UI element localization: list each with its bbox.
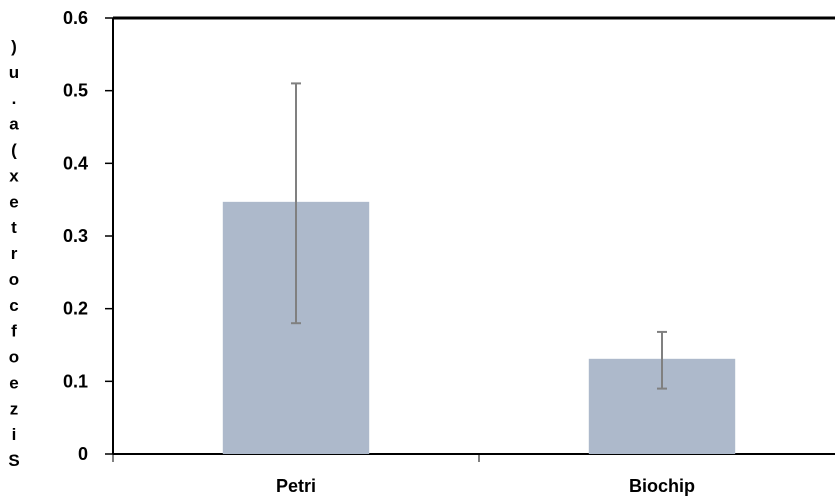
y-axis-label-glyph: i — [12, 425, 17, 444]
y-tick-label: 0.4 — [63, 153, 88, 173]
x-tick-label: Biochip — [629, 476, 695, 496]
error-bars — [291, 82, 667, 390]
y-tick-label: 0.1 — [63, 371, 88, 391]
y-axis-label-glyph: ) — [11, 37, 17, 56]
y-axis-label-glyph: o — [9, 270, 19, 289]
y-axis-label-glyph: e — [9, 373, 18, 392]
y-tick-label: 0.5 — [63, 81, 88, 101]
y-tick-label: 0 — [78, 444, 88, 464]
y-axis-label-glyph: . — [12, 89, 17, 108]
y-ticks: 0 0.1 0.2 0.3 0.4 0.5 0.6 — [63, 8, 113, 464]
y-axis-label-glyph: f — [11, 322, 17, 341]
y-axis-label-glyph: x — [9, 166, 19, 185]
x-tick-label: Petri — [276, 476, 316, 496]
y-axis-label-glyph: ( — [11, 141, 17, 160]
y-axis-label-glyph: r — [11, 244, 18, 263]
y-axis-label-glyph: e — [9, 192, 18, 211]
y-axis-label-glyph: z — [10, 399, 19, 418]
y-tick-label: 0.6 — [63, 8, 88, 28]
y-axis-label-glyph: S — [8, 451, 19, 470]
y-tick-label: 0.3 — [63, 226, 88, 246]
x-ticks: Petri Biochip — [112, 454, 695, 496]
y-axis-label-glyph: c — [9, 296, 18, 315]
y-axis-label-glyph: a — [9, 115, 19, 134]
y-tick-label: 0.2 — [63, 299, 88, 319]
y-axis-label-glyph: o — [9, 348, 19, 367]
bars — [222, 201, 736, 454]
y-axis-label-glyph: t — [11, 218, 17, 237]
y-axis-label-glyph: u — [9, 63, 19, 82]
